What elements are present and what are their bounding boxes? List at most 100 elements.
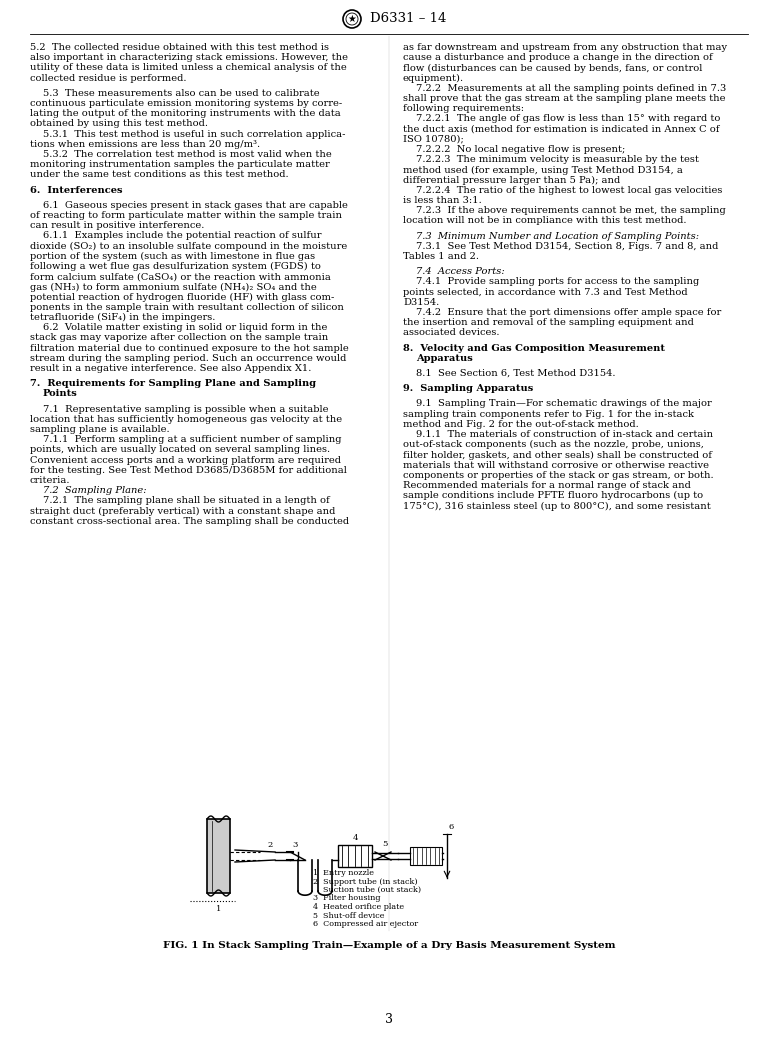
Text: Tables 1 and 2.: Tables 1 and 2.	[403, 252, 479, 261]
Text: 3: 3	[293, 841, 298, 849]
Text: stream during the sampling period. Such an occurrence would: stream during the sampling period. Such …	[30, 354, 346, 363]
Text: 2  Support tube (in stack): 2 Support tube (in stack)	[313, 878, 418, 886]
Bar	[207, 819, 230, 893]
Text: 7.2.1  The sampling plane shall be situated in a length of: 7.2.1 The sampling plane shall be situat…	[43, 497, 330, 505]
Text: 6  Compressed air ejector: 6 Compressed air ejector	[313, 920, 418, 928]
Text: location will not be in compliance with this test method.: location will not be in compliance with …	[403, 217, 686, 226]
Text: method and Fig. 2 for the out-of-stack method.: method and Fig. 2 for the out-of-stack m…	[403, 420, 639, 429]
Text: Convenient access ports and a working platform are required: Convenient access ports and a working pl…	[30, 456, 341, 464]
Text: Recommended materials for a normal range of stack and: Recommended materials for a normal range…	[403, 481, 691, 490]
Text: under the same test conditions as this test method.: under the same test conditions as this t…	[30, 171, 289, 179]
Text: sampling plane is available.: sampling plane is available.	[30, 425, 170, 434]
Text: result in a negative interference. See also Appendix X1.: result in a negative interference. See a…	[30, 364, 311, 373]
Text: as far downstream and upstream from any obstruction that may: as far downstream and upstream from any …	[403, 43, 727, 52]
Text: sample conditions include PFTE fluoro hydrocarbons (up to: sample conditions include PFTE fluoro hy…	[403, 491, 703, 501]
Text: following a wet flue gas desulfurization system (FGDS) to: following a wet flue gas desulfurization…	[30, 262, 321, 271]
Text: the duct axis (method for estimation is indicated in Annex C of: the duct axis (method for estimation is …	[403, 125, 720, 133]
Text: 7.2.2  Measurements at all the sampling points defined in 7.3: 7.2.2 Measurements at all the sampling p…	[416, 83, 726, 93]
Text: equipment).: equipment).	[403, 74, 464, 82]
Text: FIG. 1 In Stack Sampling Train—Example of a Dry Basis Measurement System: FIG. 1 In Stack Sampling Train—Example o…	[163, 941, 615, 950]
Text: 175°C), 316 stainless steel (up to 800°C), and some resistant: 175°C), 316 stainless steel (up to 800°C…	[403, 502, 711, 510]
Text: 7.4  Access Ports:: 7.4 Access Ports:	[416, 268, 505, 276]
Text: portion of the system (such as with limestone in flue gas: portion of the system (such as with lime…	[30, 252, 315, 261]
Text: 4  Heated orifice plate: 4 Heated orifice plate	[313, 903, 404, 911]
Text: 7.2  Sampling Plane:: 7.2 Sampling Plane:	[43, 486, 146, 496]
Text: 5.2  The collected residue obtained with this test method is: 5.2 The collected residue obtained with …	[30, 43, 329, 52]
Text: points, which are usually located on several sampling lines.: points, which are usually located on sev…	[30, 446, 330, 455]
Text: sampling train components refer to Fig. 1 for the in-stack: sampling train components refer to Fig. …	[403, 409, 694, 418]
Text: flow (disturbances can be caused by bends, fans, or control: flow (disturbances can be caused by bend…	[403, 64, 703, 73]
Text: D3154.: D3154.	[403, 298, 440, 307]
Text: straight duct (preferably vertical) with a constant shape and: straight duct (preferably vertical) with…	[30, 507, 335, 515]
Text: cause a disturbance and produce a change in the direction of: cause a disturbance and produce a change…	[403, 53, 713, 62]
Text: form calcium sulfate (CaSO₄) or the reaction with ammonia: form calcium sulfate (CaSO₄) or the reac…	[30, 272, 331, 281]
Text: ★: ★	[348, 14, 356, 24]
Text: 9.  Sampling Apparatus: 9. Sampling Apparatus	[403, 384, 533, 393]
Text: is less than 3:1.: is less than 3:1.	[403, 196, 482, 205]
Text: 9.1.1  The materials of construction of in-stack and certain: 9.1.1 The materials of construction of i…	[416, 430, 713, 439]
Text: 2: 2	[268, 841, 272, 849]
Text: 7.4.2  Ensure that the port dimensions offer ample space for: 7.4.2 Ensure that the port dimensions of…	[416, 308, 721, 318]
Text: Points: Points	[43, 389, 78, 399]
Text: 8.  Velocity and Gas Composition Measurement: 8. Velocity and Gas Composition Measurem…	[403, 344, 665, 353]
Text: 5.3.2  The correlation test method is most valid when the: 5.3.2 The correlation test method is mos…	[43, 150, 331, 159]
Bar	[338, 845, 372, 867]
Text: differential pressure larger than 5 Pa); and: differential pressure larger than 5 Pa);…	[403, 176, 620, 184]
Text: 7.1.1  Perform sampling at a sufficient number of sampling: 7.1.1 Perform sampling at a sufficient n…	[43, 435, 342, 445]
Text: 3  Filter housing: 3 Filter housing	[313, 894, 380, 903]
Text: potential reaction of hydrogen fluoride (HF) with glass com-: potential reaction of hydrogen fluoride …	[30, 293, 335, 302]
Text: associated devices.: associated devices.	[403, 328, 499, 337]
Text: 1: 1	[216, 905, 221, 913]
Text: 7.4.1  Provide sampling ports for access to the sampling: 7.4.1 Provide sampling ports for access …	[416, 277, 699, 286]
Bar	[410, 847, 442, 865]
Text: 7.2.2.2  No local negative flow is present;: 7.2.2.2 No local negative flow is presen…	[416, 145, 626, 154]
Text: stack gas may vaporize after collection on the sample train: stack gas may vaporize after collection …	[30, 333, 328, 342]
Text: tions when emissions are less than 20 mg/m³.: tions when emissions are less than 20 mg…	[30, 139, 260, 149]
Text: filter holder, gaskets, and other seals) shall be constructed of: filter holder, gaskets, and other seals)…	[403, 451, 712, 459]
Text: 7.  Requirements for Sampling Plane and Sampling: 7. Requirements for Sampling Plane and S…	[30, 379, 316, 388]
Text: also important in characterizing stack emissions. However, the: also important in characterizing stack e…	[30, 53, 348, 62]
Text: constant cross-sectional area. The sampling shall be conducted: constant cross-sectional area. The sampl…	[30, 516, 349, 526]
Text: criteria.: criteria.	[30, 476, 71, 485]
Text: shall prove that the gas stream at the sampling plane meets the: shall prove that the gas stream at the s…	[403, 94, 726, 103]
Text: tetrafluoride (SiF₄) in the impingers.: tetrafluoride (SiF₄) in the impingers.	[30, 313, 216, 322]
Text: following requirements:: following requirements:	[403, 104, 524, 113]
Text: 1  Entry nozzle: 1 Entry nozzle	[313, 869, 374, 877]
Text: Suction tube (out stack): Suction tube (out stack)	[313, 886, 421, 894]
Text: materials that will withstand corrosive or otherwise reactive: materials that will withstand corrosive …	[403, 460, 709, 469]
Text: 6.  Interferences: 6. Interferences	[30, 185, 122, 195]
Text: 5  Shut-off device: 5 Shut-off device	[313, 912, 384, 919]
Text: 7.2.2.3  The minimum velocity is measurable by the test: 7.2.2.3 The minimum velocity is measurab…	[416, 155, 699, 164]
Text: 7.2.2.1  The angle of gas flow is less than 15° with regard to: 7.2.2.1 The angle of gas flow is less th…	[416, 115, 720, 124]
Text: of reacting to form particulate matter within the sample train: of reacting to form particulate matter w…	[30, 211, 342, 220]
Text: 6.1.1  Examples include the potential reaction of sulfur: 6.1.1 Examples include the potential rea…	[43, 231, 321, 240]
Text: 6.1  Gaseous species present in stack gases that are capable: 6.1 Gaseous species present in stack gas…	[43, 201, 348, 210]
Text: 8.1  See Section 6, Test Method D3154.: 8.1 See Section 6, Test Method D3154.	[416, 369, 615, 378]
Text: can result in positive interference.: can result in positive interference.	[30, 221, 205, 230]
Text: continuous particulate emission monitoring systems by corre-: continuous particulate emission monitori…	[30, 99, 342, 108]
Text: dioxide (SO₂) to an insoluble sulfate compound in the moisture: dioxide (SO₂) to an insoluble sulfate co…	[30, 242, 347, 251]
Text: 3: 3	[385, 1013, 393, 1026]
Text: 9.1  Sampling Train—For schematic drawings of the major: 9.1 Sampling Train—For schematic drawing…	[416, 400, 712, 408]
Text: 7.2.3  If the above requirements cannot be met, the sampling: 7.2.3 If the above requirements cannot b…	[416, 206, 726, 215]
Text: collected residue is performed.: collected residue is performed.	[30, 74, 187, 82]
Text: 7.2.2.4  The ratio of the highest to lowest local gas velocities: 7.2.2.4 The ratio of the highest to lowe…	[416, 185, 723, 195]
Text: 5: 5	[382, 840, 387, 848]
Text: gas (NH₃) to form ammonium sulfate (NH₄)₂ SO₄ and the: gas (NH₃) to form ammonium sulfate (NH₄)…	[30, 282, 317, 291]
Text: monitoring instrumentation samples the particulate matter: monitoring instrumentation samples the p…	[30, 160, 330, 170]
Text: ISO 10780);: ISO 10780);	[403, 134, 464, 144]
Text: the insertion and removal of the sampling equipment and: the insertion and removal of the samplin…	[403, 319, 694, 327]
Text: filtration material due to continued exposure to the hot sample: filtration material due to continued exp…	[30, 344, 349, 353]
Text: 7.3.1  See Test Method D3154, Section 8, Figs. 7 and 8, and: 7.3.1 See Test Method D3154, Section 8, …	[416, 242, 718, 251]
Text: 7.1  Representative sampling is possible when a suitable: 7.1 Representative sampling is possible …	[43, 405, 328, 413]
Text: points selected, in accordance with 7.3 and Test Method: points selected, in accordance with 7.3 …	[403, 287, 688, 297]
Text: Apparatus: Apparatus	[416, 354, 473, 363]
Text: method used (for example, using Test Method D3154, a: method used (for example, using Test Met…	[403, 166, 683, 175]
Text: utility of these data is limited unless a chemical analysis of the: utility of these data is limited unless …	[30, 64, 347, 73]
Text: ponents in the sample train with resultant collection of silicon: ponents in the sample train with resulta…	[30, 303, 344, 312]
Text: location that has sufficiently homogeneous gas velocity at the: location that has sufficiently homogeneo…	[30, 414, 342, 424]
Text: 6.2  Volatile matter existing in solid or liquid form in the: 6.2 Volatile matter existing in solid or…	[43, 323, 328, 332]
Text: 5.3.1  This test method is useful in such correlation applica-: 5.3.1 This test method is useful in such…	[43, 129, 345, 138]
Text: obtained by using this test method.: obtained by using this test method.	[30, 120, 208, 128]
Text: 7.3  Minimum Number and Location of Sampling Points:: 7.3 Minimum Number and Location of Sampl…	[416, 231, 699, 240]
